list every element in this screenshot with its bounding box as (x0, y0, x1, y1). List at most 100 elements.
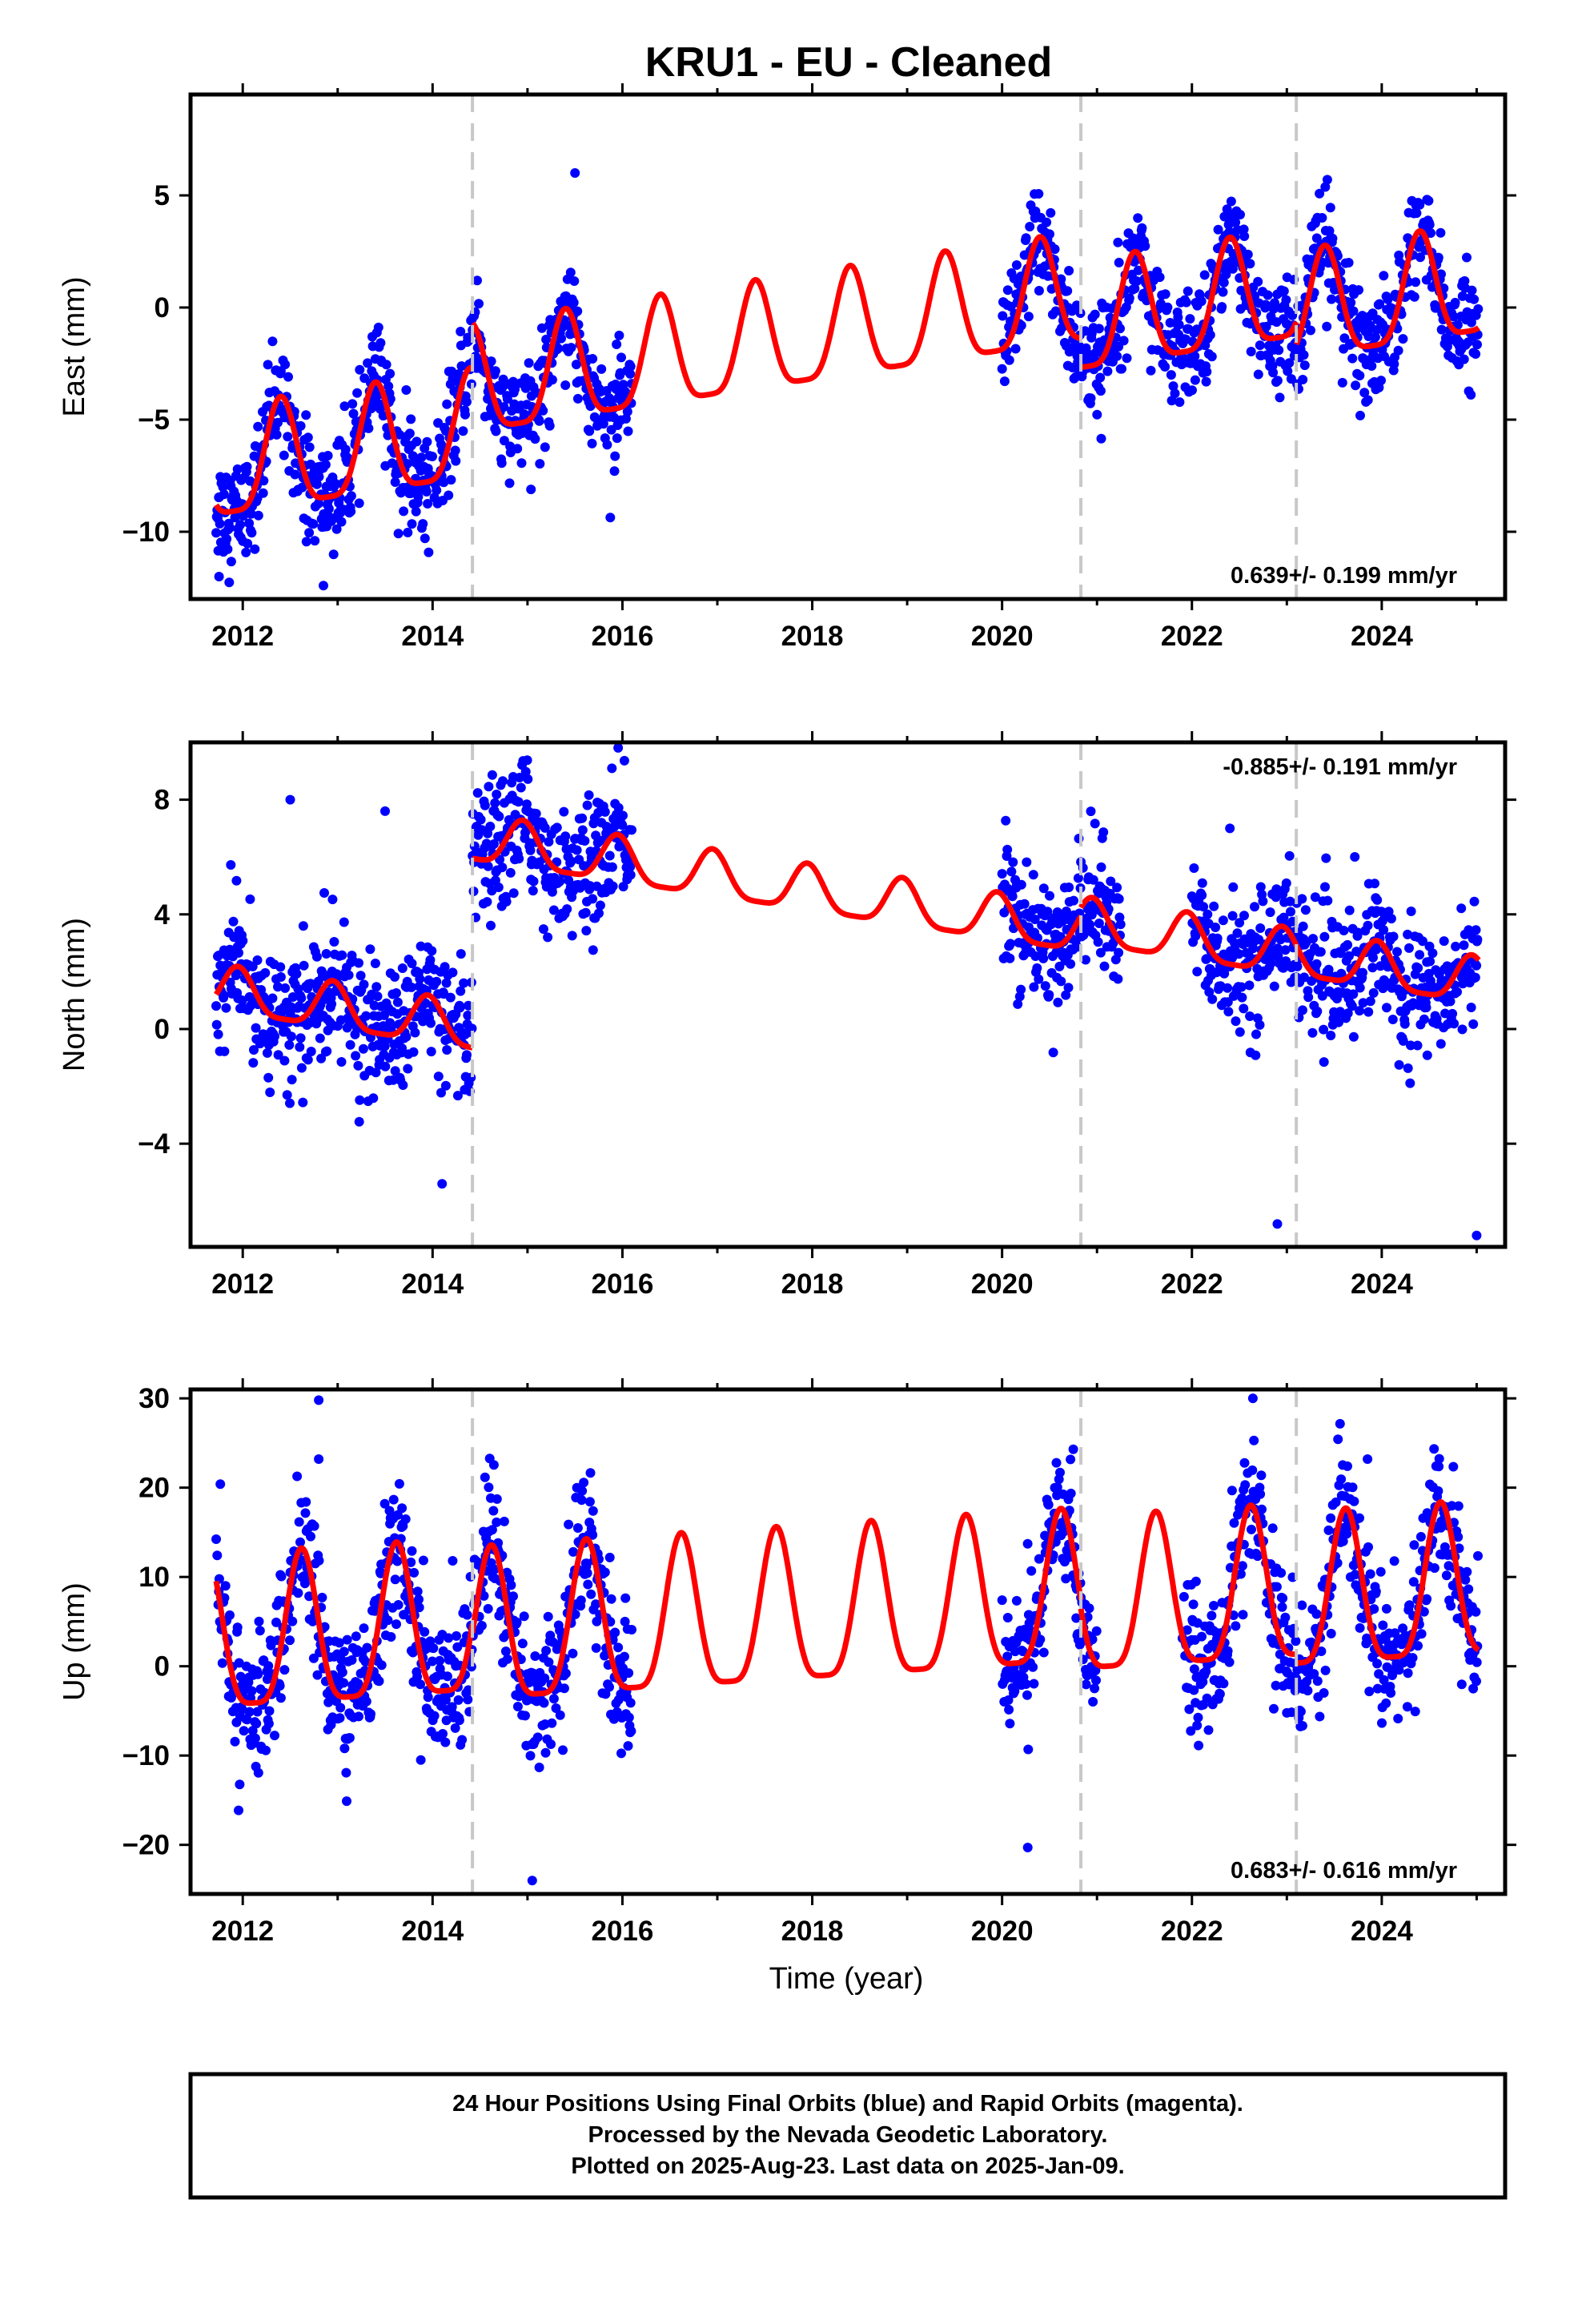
north-point (1456, 903, 1467, 914)
east-point (232, 464, 243, 474)
north-point (1272, 943, 1283, 954)
up-point (541, 1646, 552, 1656)
north-point (1006, 866, 1017, 877)
north-point (1223, 997, 1233, 1007)
north-plot-area (211, 742, 1483, 1240)
east-point (571, 360, 581, 370)
east-point (303, 432, 313, 443)
up-point (1193, 1712, 1203, 1723)
up-point (585, 1468, 596, 1478)
east-point (540, 442, 550, 452)
north-point (588, 894, 598, 904)
east-point (1457, 291, 1468, 301)
up-point (335, 1703, 346, 1713)
north-point (1343, 1008, 1353, 1019)
north-point (1061, 907, 1071, 916)
east-point (1398, 334, 1408, 344)
north-point (1312, 1006, 1323, 1016)
east-point (1243, 249, 1253, 259)
east-point (1299, 350, 1309, 360)
east-point (462, 396, 472, 407)
east-point (226, 557, 236, 567)
up-point (1084, 1603, 1094, 1614)
up-point (247, 1686, 257, 1696)
north-point (361, 1011, 371, 1021)
up-point (1472, 1657, 1482, 1667)
east-point (381, 360, 391, 370)
up-point (1043, 1500, 1054, 1510)
east-point (1473, 304, 1484, 314)
north-point (595, 900, 605, 911)
up-point (626, 1726, 636, 1736)
up-point (1223, 1646, 1233, 1656)
up-point (1088, 1697, 1098, 1707)
up-point (295, 1537, 305, 1547)
east-point (472, 275, 482, 286)
north-point (355, 971, 366, 981)
north-point (359, 979, 369, 990)
east-point (460, 409, 470, 420)
east-point (1042, 217, 1052, 227)
up-point (1464, 1584, 1474, 1594)
up-point (366, 1709, 375, 1719)
north-point (1001, 815, 1011, 826)
up-point (379, 1498, 390, 1509)
east-point (474, 299, 484, 309)
east-point (1124, 293, 1134, 304)
up-point (492, 1494, 502, 1504)
north-y-tick-label: 4 (155, 899, 171, 931)
up-point (416, 1679, 425, 1690)
east-point (1010, 344, 1021, 354)
up-point (544, 1657, 554, 1667)
north-point (354, 958, 363, 968)
east-point (323, 504, 334, 514)
up-point (1331, 1497, 1341, 1507)
up-point (457, 1735, 468, 1745)
north-point (1279, 912, 1289, 923)
up-point (1209, 1601, 1219, 1610)
up-point (606, 1594, 616, 1604)
up-point (263, 1719, 274, 1729)
up-point (253, 1669, 263, 1679)
north-point (591, 830, 601, 841)
east-point (1226, 196, 1236, 207)
up-point (1189, 1685, 1199, 1695)
up-point (1255, 1489, 1266, 1499)
north-point (613, 802, 624, 813)
up-point (462, 1610, 472, 1620)
north-point (594, 908, 604, 919)
up-point (394, 1478, 404, 1489)
north-point (1406, 1040, 1415, 1051)
east-point (310, 536, 320, 546)
up-point (293, 1588, 303, 1598)
east-point (1113, 237, 1123, 247)
north-point (275, 972, 286, 982)
up-point (1207, 1610, 1217, 1621)
north-point (508, 888, 519, 899)
up-point (261, 1745, 271, 1755)
up-point (620, 1593, 631, 1603)
east-point (1239, 224, 1249, 235)
east-point (1025, 222, 1035, 231)
up-point (339, 1678, 349, 1688)
up-point (1371, 1586, 1381, 1597)
up-point (1432, 1357, 1442, 1367)
north-point (273, 1050, 283, 1060)
up-point (1372, 1659, 1383, 1669)
up-point (317, 1592, 327, 1602)
up-point (1018, 1647, 1028, 1657)
north-point (1298, 921, 1308, 931)
east-point (1379, 271, 1389, 281)
north-point (1038, 953, 1049, 963)
east-point (622, 407, 632, 416)
east-point (1320, 182, 1331, 192)
north-point (1363, 1007, 1374, 1017)
north-point (327, 895, 338, 905)
east-point (1311, 233, 1322, 243)
up-point (1355, 1513, 1364, 1523)
up-panel: 2012 2014 2016 2018 2020 2022 2024 −20 −10 0 10 20 3… (58, 1357, 1516, 1996)
north-point (296, 1063, 307, 1073)
east-point (1339, 333, 1350, 344)
north-point (1064, 883, 1074, 892)
north-outlier-point (1310, 892, 1320, 903)
